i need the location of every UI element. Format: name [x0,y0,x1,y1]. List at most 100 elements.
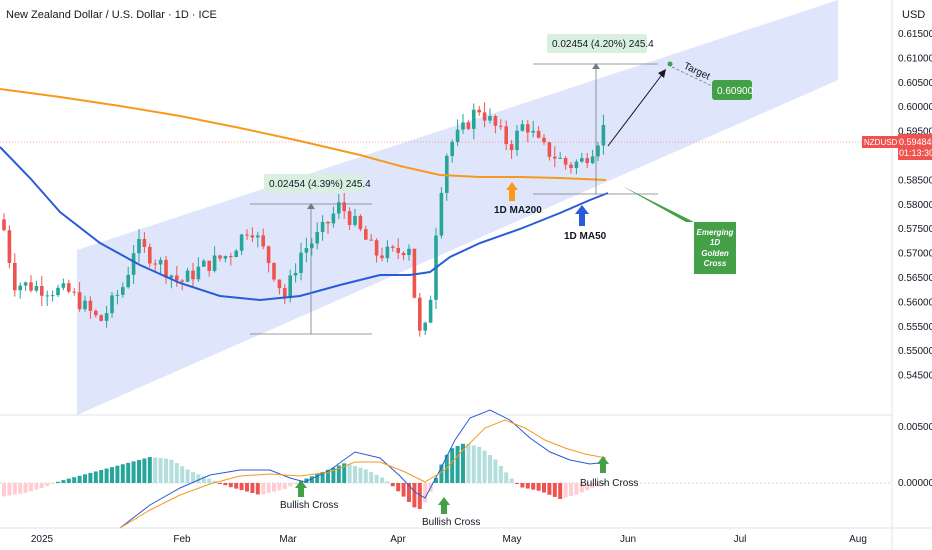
candle-body [547,142,552,157]
candle-body [374,240,379,256]
macd-bar [455,445,460,483]
macd-bar [498,465,503,483]
candle-body [353,215,357,225]
candle-body [428,299,433,323]
candle-body [337,202,341,214]
target-value-box [712,80,752,100]
golden-cross-text-4: Cross [704,259,727,268]
candle-body [369,239,373,241]
candle-body [158,259,163,265]
macd-axis: 0.00500 0.00000 [898,422,932,489]
candle-body [131,253,136,275]
bullish-cross-2-label: Bullish Cross [422,517,480,528]
candle-body [499,125,503,127]
candle-body [234,250,238,258]
candle-body [590,156,595,164]
macd-bar [245,483,249,492]
candle-body [455,129,460,142]
candle-body [45,295,49,297]
candle-body [358,215,363,230]
target-leader [671,66,713,87]
candle-body [99,315,103,321]
macd-bar [142,458,147,483]
price-tick: 0.55500 [898,322,932,333]
candle-body [412,248,417,298]
price-tag: NZDUSD 0.59484 01:13:30 [862,134,932,160]
candle-body [299,252,303,273]
candle-body [401,252,406,256]
candle-body [23,282,28,286]
macd-bar [77,475,82,483]
macd-signal-line [119,419,607,529]
macd-bar [417,483,422,509]
candle-body [531,130,535,133]
macd-bar [574,483,579,495]
macd-bar [228,483,233,488]
macd-bar [477,446,482,483]
macd-bar [282,483,287,490]
candle-body [18,285,22,291]
macd-tick: 0.00000 [898,478,932,489]
macd-bar [309,476,314,483]
macd-bar [569,483,573,497]
macd-bar [153,457,158,483]
candle-body [277,279,282,289]
macd-bar [525,483,530,489]
measure-2-label: 0.02454 (4.20%) 245.4 [552,39,654,50]
candle-body [250,235,255,238]
target-arrow-line [607,71,665,147]
golden-cross-text-3: Golden [701,249,729,258]
macd-bar [423,483,428,503]
macd-bar [126,462,131,483]
candle-body [110,295,114,314]
macd-bar [2,483,6,497]
measure-1-label: 0.02454 (4.39%) 245.4 [269,179,371,190]
macd-bar [390,483,395,487]
macd-line [119,409,607,529]
macd-bar [196,474,201,483]
macd-bar [590,483,595,489]
candle-body [223,256,228,259]
price-tag-box [898,134,932,160]
bullish-cross-marker-1: Bullish Cross [280,480,338,511]
candle-body [391,246,395,248]
candle-body [385,246,390,259]
candle-body [304,248,309,253]
macd-bar [191,472,195,483]
golden-cross-callout[interactable]: Emerging 1D Golden Cross [622,186,736,274]
macd-bar [250,483,255,493]
macd-bar [99,470,104,483]
candle-body [542,137,546,143]
candle-body [245,234,249,236]
measure-tool-2[interactable]: 0.02454 (4.20%) 245.4 [533,34,658,195]
macd-bar [34,483,39,490]
candle-body [61,283,66,288]
candle-body [191,270,195,280]
price-tick: 0.60000 [898,102,932,113]
macd-bar [407,483,411,502]
price-tick: 0.59500 [898,127,932,138]
measure-tool-1[interactable]: 0.02454 (4.39%) 245.4 [250,174,372,335]
macd-bar [261,483,266,495]
macd-bar [239,483,244,491]
macd-bar [509,478,514,483]
time-axis: 2025 Feb Mar Apr May Jun Jul Aug [31,534,867,545]
price-axis: 0.615000.610000.605000.600000.595000.590… [898,29,932,382]
measure-2-arrow [592,63,600,69]
macd-bar [471,445,476,483]
macd-bar [396,483,401,492]
candle-body [56,287,60,296]
chart-title: New Zealand Dollar / U.S. Dollar · 1D · … [6,9,217,21]
candle-body [396,247,400,253]
candle-body [72,291,76,293]
target-point [667,61,673,67]
macd-bar [223,483,228,486]
macd-bar [277,483,282,491]
macd-bar [520,483,525,488]
golden-cross-text-1: Emerging [697,228,734,237]
ma200-marker: 1D MA200 [494,182,542,216]
macd-bar [347,464,352,483]
candle-body [407,248,411,256]
macd-bar [93,471,98,483]
